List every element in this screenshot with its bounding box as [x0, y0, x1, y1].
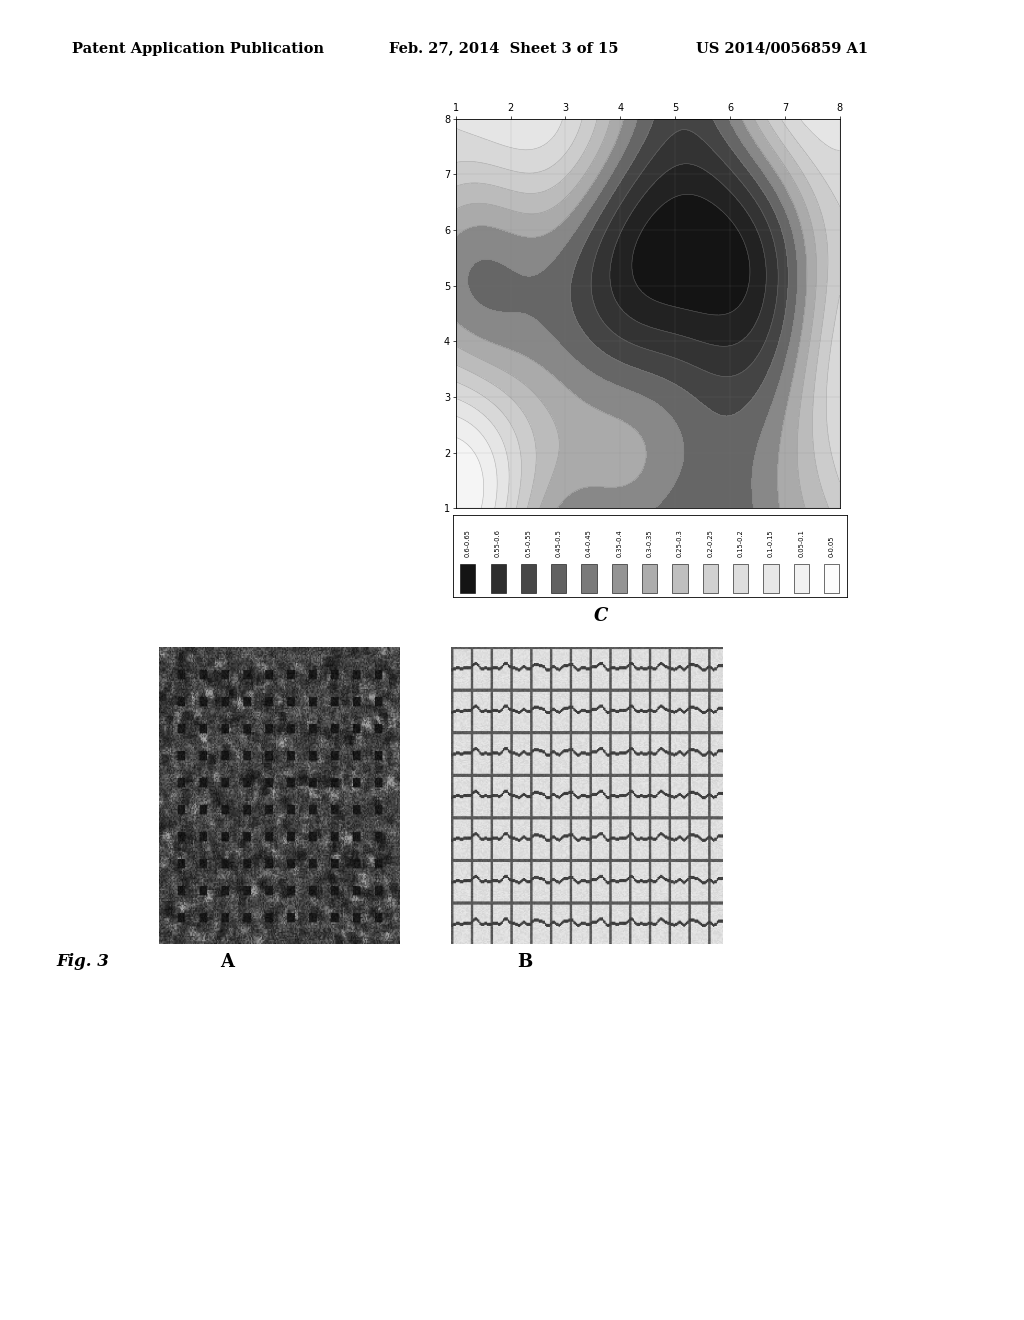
Bar [764, 564, 778, 593]
Bar [673, 564, 688, 593]
Text: Feb. 27, 2014  Sheet 3 of 15: Feb. 27, 2014 Sheet 3 of 15 [389, 41, 618, 55]
Text: B: B [517, 953, 532, 972]
Text: US 2014/0056859 A1: US 2014/0056859 A1 [696, 41, 868, 55]
Text: 0.5-0.55: 0.5-0.55 [525, 529, 531, 557]
Text: 0.35-0.4: 0.35-0.4 [616, 529, 623, 557]
Bar [582, 564, 597, 593]
Text: 0.6-0.65: 0.6-0.65 [465, 529, 471, 557]
Text: 0.1-0.15: 0.1-0.15 [768, 529, 774, 557]
Text: 0.45-0.5: 0.45-0.5 [556, 529, 562, 557]
Bar [490, 564, 506, 593]
Text: Fig. 3: Fig. 3 [56, 953, 110, 970]
Bar [521, 564, 536, 593]
Text: 0.4-0.45: 0.4-0.45 [586, 529, 592, 557]
Text: A: A [220, 953, 234, 972]
Bar [794, 564, 809, 593]
Text: 0.2-0.25: 0.2-0.25 [708, 529, 714, 557]
Text: C: C [594, 607, 608, 626]
Text: 0.05-0.1: 0.05-0.1 [799, 529, 805, 557]
Bar [460, 564, 475, 593]
Bar [551, 564, 566, 593]
Text: Patent Application Publication: Patent Application Publication [72, 41, 324, 55]
Bar [702, 564, 718, 593]
Bar [733, 564, 749, 593]
Text: 0.25-0.3: 0.25-0.3 [677, 529, 683, 557]
Text: 0.15-0.2: 0.15-0.2 [737, 529, 743, 557]
Bar [642, 564, 657, 593]
Bar [611, 564, 627, 593]
Text: 0.55-0.6: 0.55-0.6 [495, 529, 501, 557]
Text: 0.3-0.35: 0.3-0.35 [647, 529, 652, 557]
Text: 0-0.05: 0-0.05 [828, 536, 835, 557]
Bar [824, 564, 840, 593]
